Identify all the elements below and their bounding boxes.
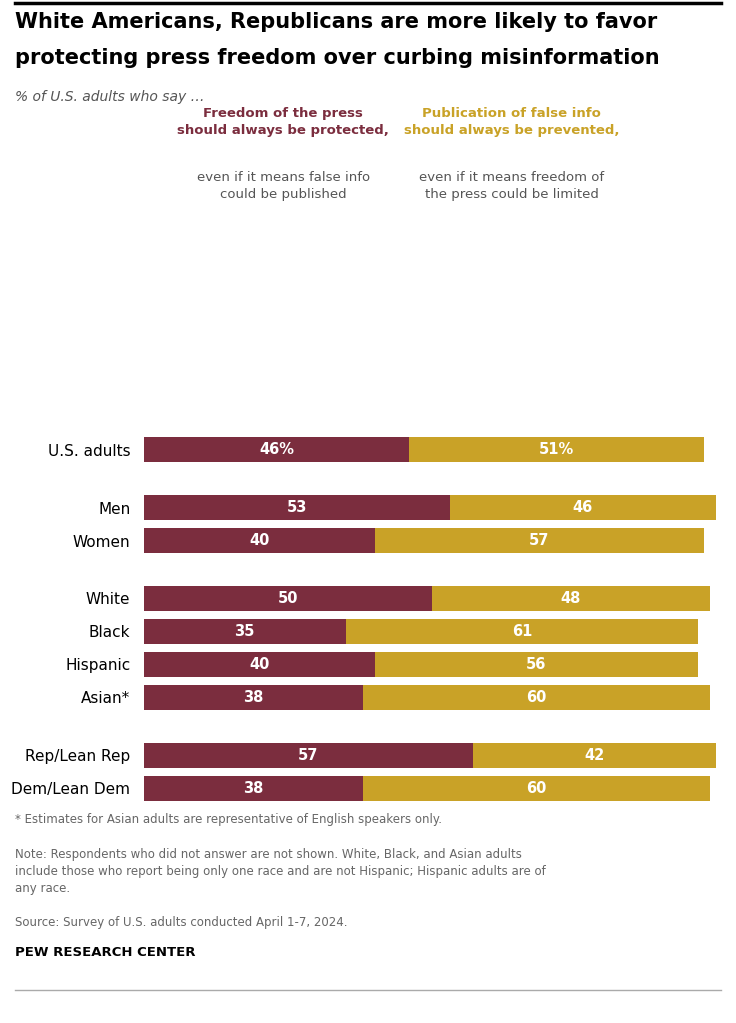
Bar	[432, 586, 710, 611]
Bar	[363, 775, 710, 801]
Text: 42: 42	[584, 748, 604, 763]
Text: Note: Respondents who did not answer are not shown. White, Black, and Asian adul: Note: Respondents who did not answer are…	[15, 848, 545, 895]
Bar	[144, 775, 363, 801]
Text: 46: 46	[573, 500, 592, 515]
Text: Publication of false info
should always be prevented,: Publication of false info should always …	[404, 107, 619, 137]
Bar	[409, 437, 704, 462]
Bar	[144, 437, 409, 462]
Text: 60: 60	[526, 690, 547, 705]
Text: 46%: 46%	[259, 442, 294, 457]
Text: Freedom of the press
should always be protected,: Freedom of the press should always be pr…	[177, 107, 389, 137]
Text: 51%: 51%	[539, 442, 574, 457]
Text: 56: 56	[526, 657, 547, 672]
Text: % of U.S. adults who say …: % of U.S. adults who say …	[15, 90, 204, 104]
Text: even if it means freedom of
the press could be limited: even if it means freedom of the press co…	[419, 171, 604, 201]
Text: 61: 61	[512, 624, 532, 638]
Text: * Estimates for Asian adults are representative of English speakers only.: * Estimates for Asian adults are represe…	[15, 813, 442, 827]
Text: protecting press freedom over curbing misinformation: protecting press freedom over curbing mi…	[15, 48, 659, 69]
Bar	[144, 528, 375, 553]
Bar	[375, 652, 698, 677]
Bar	[144, 619, 346, 643]
Text: 35: 35	[235, 624, 255, 638]
Bar	[144, 743, 473, 767]
Bar	[144, 684, 363, 710]
Bar	[144, 586, 432, 611]
Text: 40: 40	[249, 657, 269, 672]
Text: 57: 57	[529, 533, 550, 548]
Bar	[363, 684, 710, 710]
Text: 50: 50	[277, 591, 298, 606]
Text: 57: 57	[298, 748, 319, 763]
Bar	[473, 743, 715, 767]
Bar	[375, 528, 704, 553]
Bar	[450, 495, 715, 520]
Text: even if it means false info
could be published: even if it means false info could be pub…	[197, 171, 370, 201]
Text: White Americans, Republicans are more likely to favor: White Americans, Republicans are more li…	[15, 12, 657, 33]
Text: PEW RESEARCH CENTER: PEW RESEARCH CENTER	[15, 946, 195, 960]
Bar	[144, 652, 375, 677]
Text: Source: Survey of U.S. adults conducted April 1-7, 2024.: Source: Survey of U.S. adults conducted …	[15, 916, 347, 929]
Text: 38: 38	[243, 690, 263, 705]
Text: 60: 60	[526, 781, 547, 796]
Text: 48: 48	[561, 591, 581, 606]
Bar	[346, 619, 698, 643]
Bar	[144, 495, 450, 520]
Text: 53: 53	[286, 500, 307, 515]
Text: 38: 38	[243, 781, 263, 796]
Text: 40: 40	[249, 533, 269, 548]
